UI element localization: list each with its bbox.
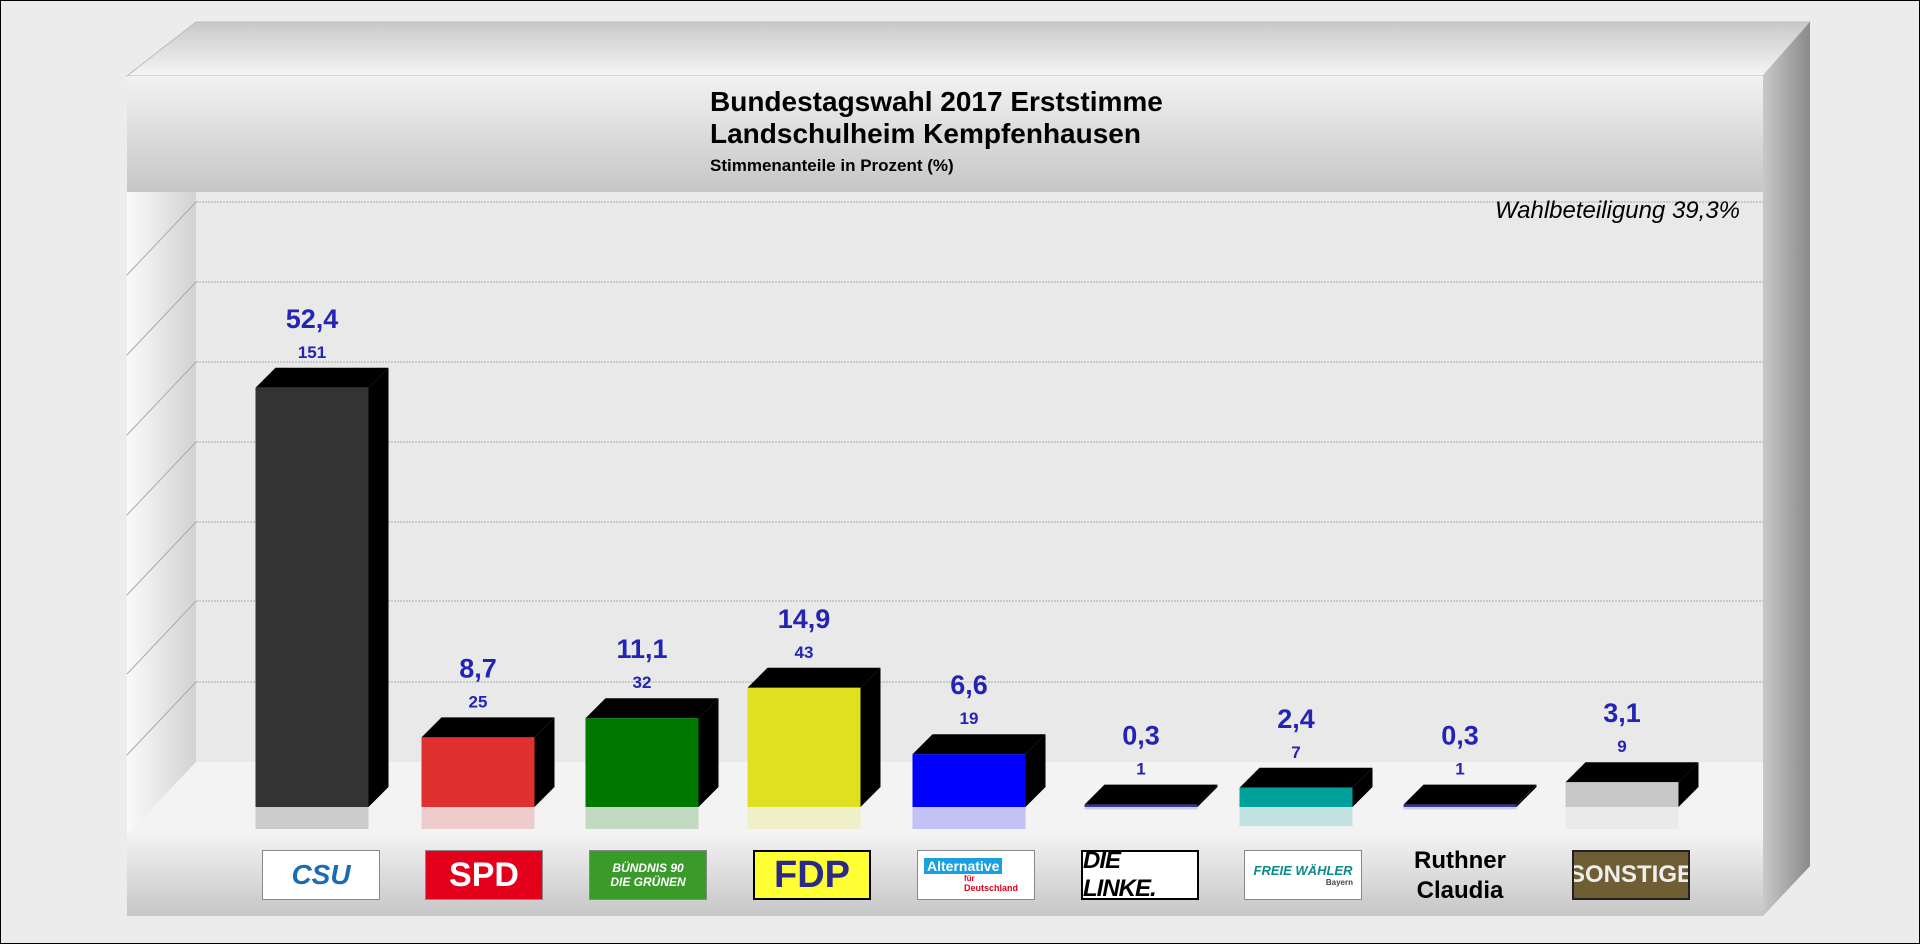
candidate-label-ruthner: Ruthner Claudia <box>1390 846 1530 906</box>
gridline-wall <box>126 281 197 356</box>
bar-side <box>534 717 555 807</box>
bar-top <box>585 698 719 719</box>
bar-7 <box>1403 804 1517 807</box>
votes-label: 43 <box>795 643 814 662</box>
bar-reflection <box>1565 807 1679 829</box>
candidate-first-line: Ruthner <box>1414 847 1506 874</box>
bar-side <box>368 367 389 807</box>
bar-side <box>860 667 881 807</box>
bar-top <box>255 367 389 388</box>
votes-label: 7 <box>1291 743 1300 762</box>
bar-5 <box>1084 804 1198 807</box>
bar-reflection <box>421 807 535 829</box>
bar-side <box>1352 767 1373 807</box>
logo-afd-line1: Alternative <box>924 857 1003 874</box>
votes-label: 1 <box>1455 760 1464 779</box>
y-axis-label: Stimmenanteile in Prozent (%) <box>710 156 954 175</box>
bar-reflection <box>1084 807 1198 810</box>
logo-freie-waehler: FREIE WÄHLER Bayern <box>1244 850 1362 900</box>
bar-reflection <box>585 807 699 829</box>
bar-top <box>1084 784 1218 805</box>
candidate-second-line: Claudia <box>1416 877 1504 904</box>
bar-reflection <box>747 807 861 829</box>
logo-afd-line3: Deutschland <box>964 882 1019 893</box>
logo-afd-line2: für <box>964 873 975 883</box>
gridline-wall <box>126 521 197 596</box>
value-label: 52,4 <box>286 304 339 334</box>
top-face <box>125 21 1812 77</box>
bar-top <box>747 667 881 688</box>
logo-afd: Alternative für Deutschland <box>917 850 1035 900</box>
gridline-wall <box>126 441 197 516</box>
value-label: 0,3 <box>1441 721 1479 751</box>
bar-side <box>1025 734 1046 807</box>
bar-1 <box>421 737 535 807</box>
value-label: 3,1 <box>1603 698 1641 728</box>
value-label: 6,6 <box>950 670 988 700</box>
logo-gruene: BÜNDNIS 90 DIE GRÜNEN <box>589 850 707 900</box>
bar-side <box>698 698 719 807</box>
bar-side <box>1678 762 1699 807</box>
logo-spd: SPD <box>425 850 543 900</box>
logo-linke: DIE LINKE. <box>1081 850 1199 900</box>
bar-8 <box>1565 782 1679 807</box>
logo-fw-line1: FREIE WÄHLER <box>1253 863 1353 878</box>
votes-label: 9 <box>1617 737 1626 756</box>
value-label: 2,4 <box>1277 704 1315 734</box>
chart-title: Bundestagswahl 2017 Erststimme <box>710 86 1163 117</box>
bar-reflection <box>1403 807 1517 810</box>
bar-top <box>1403 784 1537 805</box>
votes-label: 19 <box>960 709 979 728</box>
bar-reflection <box>255 807 369 829</box>
gridline-wall <box>126 681 197 756</box>
bar-reflection <box>1239 807 1353 827</box>
votes-label: 151 <box>298 343 326 362</box>
bar-6 <box>1239 787 1353 807</box>
bar-2 <box>585 718 699 807</box>
gridline-wall <box>126 201 197 276</box>
chart-subtitle: Landschulheim Kempfenhausen <box>710 118 1141 149</box>
bar-top <box>421 717 555 738</box>
logo-gruene-line2: DIE GRÜNEN <box>610 875 686 889</box>
bar-4 <box>912 754 1026 807</box>
bar-side <box>1197 784 1218 807</box>
logo-fdp: FDP <box>753 850 871 900</box>
bar-top <box>1565 762 1699 783</box>
votes-label: 1 <box>1136 760 1145 779</box>
bar-top <box>1239 767 1373 788</box>
bar-0 <box>255 387 369 807</box>
value-label: 0,3 <box>1122 721 1160 751</box>
bar-reflection <box>912 807 1026 829</box>
bar-side <box>1516 784 1537 807</box>
right-face <box>1763 22 1810 916</box>
plot-back <box>196 192 1763 762</box>
gridline-wall <box>126 600 197 675</box>
votes-label: 25 <box>469 692 488 711</box>
logo-fw-line2: Bayern <box>1325 878 1353 887</box>
logo-gruene-line1: BÜNDNIS 90 <box>612 861 684 875</box>
votes-label: 32 <box>633 673 652 692</box>
logo-sonstige: SONSTIGE <box>1572 850 1690 900</box>
value-label: 11,1 <box>616 634 667 664</box>
logo-csu: CSU <box>262 850 380 900</box>
bar-3 <box>747 687 861 807</box>
bar-top <box>912 734 1046 755</box>
gridline-wall <box>126 361 197 436</box>
value-label: 8,7 <box>459 653 497 683</box>
value-label: 14,9 <box>778 604 831 634</box>
title-band <box>127 76 1763 192</box>
turnout-annotation: Wahlbeteiligung 39,3% <box>1494 197 1740 224</box>
left-wall <box>127 192 196 835</box>
